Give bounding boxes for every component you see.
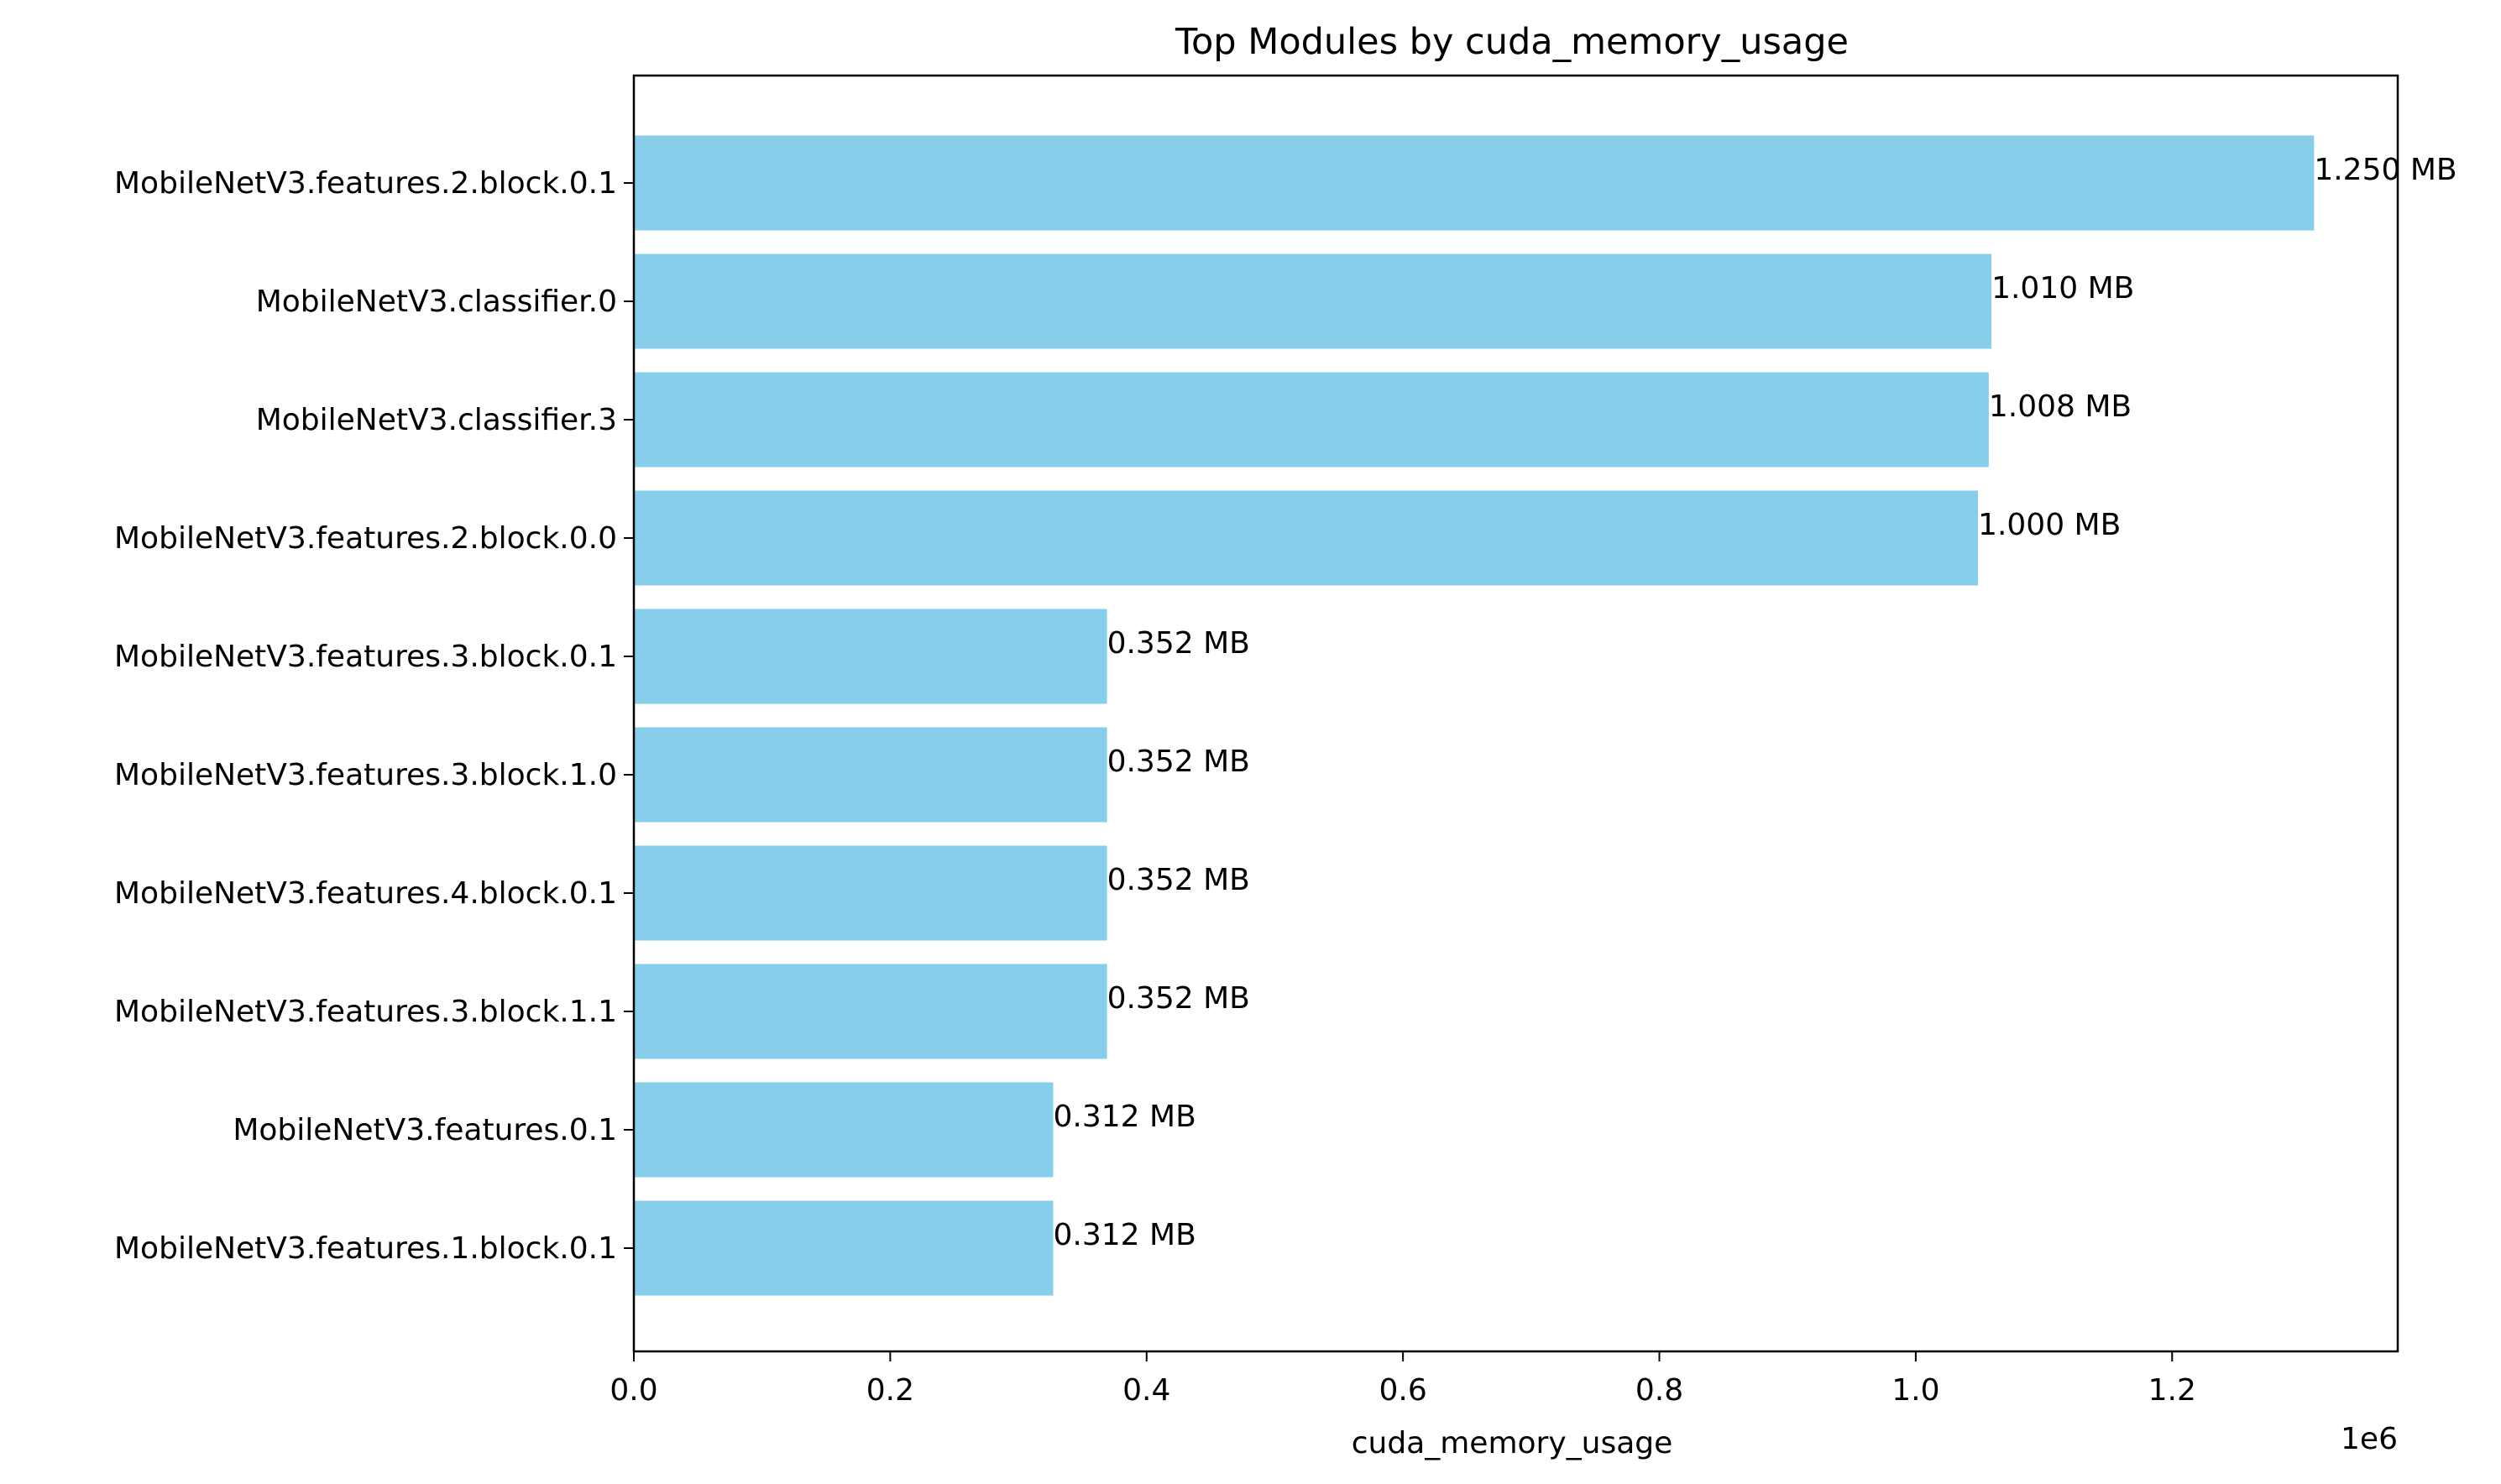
chart-title: Top Modules by cuda_memory_usage [1175, 21, 1849, 63]
bar [634, 609, 1107, 704]
bar-data-label: 1.008 MB [1989, 389, 2132, 424]
plot-frame [632, 74, 2399, 1353]
x-tick-label: 0.8 [1635, 1373, 1683, 1408]
y-tick-label: MobileNetV3.classifier.3 [256, 403, 617, 437]
bar-labels-layer: 1.250 MB 1.010 MB 1.008 MB 1.000 MB 0.352 MB… [1054, 153, 2457, 1252]
bar [634, 964, 1107, 1059]
y-tick-label: MobileNetV3.features.3.block.1.1 [114, 995, 617, 1029]
bars-layer [634, 135, 2315, 1296]
bar-data-label: 0.352 MB [1107, 626, 1250, 661]
bar-data-label: 0.352 MB [1107, 863, 1250, 897]
y-tick-label: MobileNetV3.features.4.block.0.1 [114, 876, 617, 911]
bar-data-label: 0.352 MB [1107, 981, 1250, 1016]
bar [634, 845, 1107, 941]
x-tick-label: 1.0 [1891, 1373, 1939, 1408]
y-axis: MobileNetV3.features.2.block.0.1 MobileNe… [114, 166, 634, 1266]
y-tick-label: MobileNetV3.features.0.1 [233, 1113, 617, 1147]
y-tick-label: MobileNetV3.features.3.block.1.0 [114, 758, 617, 792]
x-tick-label: 0.4 [1122, 1373, 1170, 1408]
bar [634, 135, 2315, 231]
x-tick-label: 1.2 [2148, 1373, 2196, 1408]
bar [634, 253, 1992, 349]
x-axis: 0.0 0.2 0.4 0.6 0.8 1.0 1.2 [610, 1351, 2196, 1408]
y-tick-label: MobileNetV3.features.1.block.0.1 [114, 1231, 617, 1266]
bar-data-label: 0.352 MB [1107, 745, 1250, 779]
bar [634, 727, 1107, 823]
bar-data-label: 0.312 MB [1054, 1100, 1196, 1134]
x-tick-label: 0.0 [610, 1373, 657, 1408]
y-tick-label: MobileNetV3.classifier.0 [256, 285, 617, 319]
y-tick-label: MobileNetV3.features.3.block.0.1 [114, 640, 617, 674]
y-tick-label: MobileNetV3.features.2.block.0.0 [114, 521, 617, 556]
bar-data-label: 1.000 MB [1978, 508, 2121, 542]
x-axis-label: cuda_memory_usage [1352, 1426, 1673, 1460]
bar [634, 490, 1979, 586]
bar-data-label: 1.250 MB [2314, 153, 2457, 187]
bar-data-label: 1.010 MB [1991, 271, 2134, 306]
x-tick-label: 0.2 [866, 1373, 914, 1408]
bar [634, 1200, 1054, 1296]
bar-data-label: 0.312 MB [1054, 1218, 1196, 1252]
bar [634, 372, 1989, 468]
x-tick-label: 0.6 [1379, 1373, 1427, 1408]
y-tick-label: MobileNetV3.features.2.block.0.1 [114, 166, 617, 201]
x-axis-scale-label: 1e6 [2341, 1422, 2398, 1456]
bar [634, 1082, 1054, 1178]
